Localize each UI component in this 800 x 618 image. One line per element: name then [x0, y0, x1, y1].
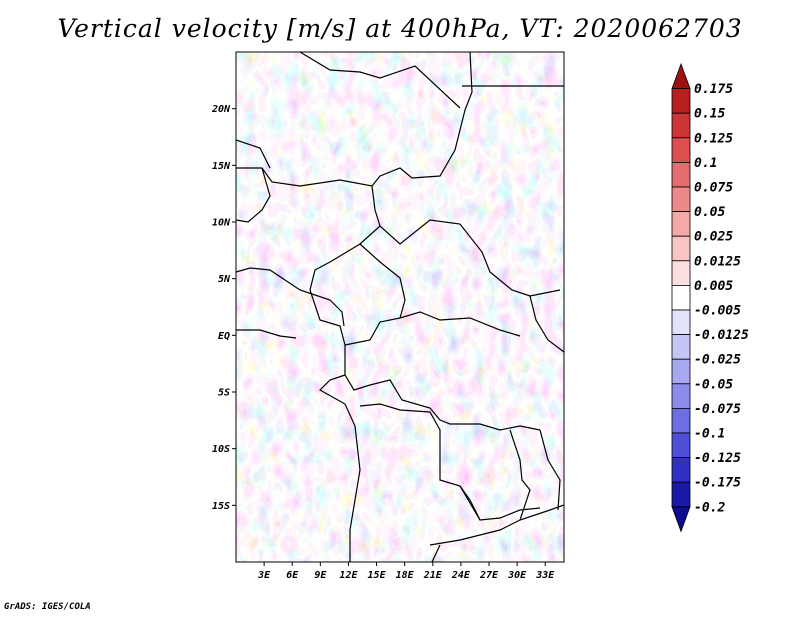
colorbar-segment — [671, 309, 691, 336]
lon-label: 21E — [423, 570, 443, 581]
lon-label: 6E — [286, 570, 299, 581]
colorbar-label: 0.075 — [694, 181, 733, 196]
lat-label: 20N — [211, 104, 231, 115]
colorbar-label: -0.005 — [694, 304, 741, 319]
colorbar-segment — [671, 358, 691, 385]
lat-label: 5N — [218, 274, 231, 285]
colorbar-segment — [671, 260, 691, 286]
colorbar-segment — [671, 284, 691, 311]
latitude-axis: 20N 15N 10N 5N EQ 5S 10S 15S — [211, 104, 236, 512]
colorbar-segment — [671, 407, 691, 434]
colorbar-segment — [671, 137, 691, 163]
lon-label: 33E — [535, 570, 555, 581]
colorbar-label: -0.1 — [694, 427, 725, 442]
colorbar-label: -0.05 — [694, 377, 733, 392]
lat-label: EQ — [218, 331, 230, 342]
colorbar-label: -0.125 — [694, 451, 741, 466]
map-title: Vertical velocity [m/s] at 400hPa, VT: 2… — [57, 14, 743, 43]
colorbar-segment — [671, 88, 691, 114]
lat-label: 15N — [212, 161, 231, 172]
colorbar-segment — [671, 457, 691, 483]
colorbar-label: 0.125 — [694, 131, 733, 146]
colorbar-top-arrow — [671, 62, 691, 89]
longitude-axis: 3E 6E 9E 12E 15E 18E 21E 24E 27E 30E 33E — [257, 562, 555, 581]
colorbar-segment — [671, 112, 691, 139]
colorbar-label: -0.175 — [694, 476, 741, 491]
colorbar-segment — [671, 334, 691, 360]
colorbar-label: -0.2 — [694, 500, 725, 515]
lat-label: 10S — [212, 444, 230, 455]
lon-label: 12E — [339, 570, 358, 581]
country-borders — [236, 52, 564, 562]
lon-label: 30E — [507, 570, 527, 581]
lon-label: 18E — [396, 570, 415, 581]
colorbar-bottom-arrow — [671, 506, 691, 533]
lon-label: 24E — [451, 570, 471, 581]
lat-label: 15S — [212, 501, 230, 512]
colorbar-segment — [671, 211, 691, 237]
map-panel — [235, 51, 565, 563]
lon-label: 15E — [368, 570, 387, 581]
lat-label: 5S — [218, 388, 230, 399]
map-frame — [235, 51, 565, 563]
colorbar-segment — [671, 161, 691, 188]
colorbar-label: 0.15 — [694, 107, 725, 122]
lon-label: 27E — [479, 570, 499, 581]
colorbar-segment — [671, 235, 691, 262]
colorbar-segment — [671, 383, 691, 409]
colorbar-label: 0.1 — [694, 156, 717, 171]
colorbar-label: -0.0125 — [694, 328, 749, 343]
colorbar-segment — [671, 432, 691, 459]
colorbar-segment — [671, 481, 691, 508]
vertical-velocity-field — [236, 52, 564, 562]
lon-label: 9E — [314, 570, 327, 581]
colorbar-label: 0.175 — [694, 82, 733, 97]
colorbar-label: 0.0125 — [694, 254, 741, 269]
colorbar: 0.175 0.15 0.125 0.1 0.075 0.05 0.025 0.0125 0.0… — [671, 62, 749, 533]
lat-label: 10N — [212, 218, 231, 229]
colorbar-segment — [671, 186, 691, 213]
colorbar-label: -0.025 — [694, 353, 741, 368]
lon-label: 3E — [257, 570, 271, 581]
colorbar-label: 0.05 — [694, 205, 725, 220]
grads-credit: GrADS: IGES/COLA — [4, 602, 91, 612]
colorbar-label: -0.075 — [694, 402, 741, 417]
colorbar-label: 0.025 — [694, 230, 733, 245]
colorbar-label: 0.005 — [694, 279, 733, 294]
